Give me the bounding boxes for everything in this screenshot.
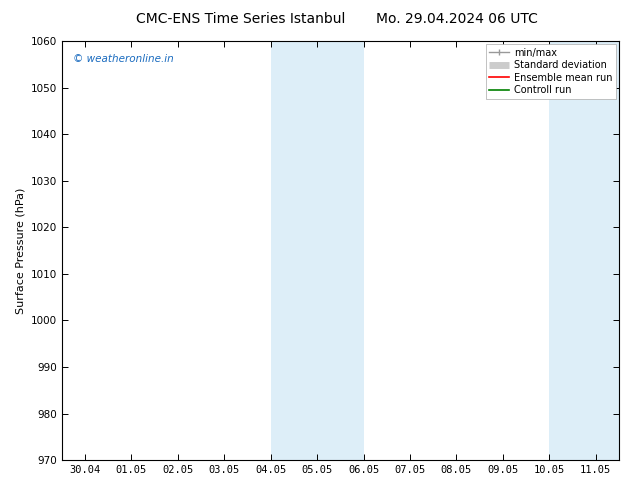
Bar [596, 41, 634, 460]
Text: CMC-ENS Time Series Istanbul: CMC-ENS Time Series Istanbul [136, 12, 346, 26]
Text: © weatheronline.in: © weatheronline.in [73, 53, 174, 64]
Bar [271, 41, 317, 460]
Y-axis label: Surface Pressure (hPa): Surface Pressure (hPa) [15, 187, 25, 314]
Text: Mo. 29.04.2024 06 UTC: Mo. 29.04.2024 06 UTC [375, 12, 538, 26]
Bar [549, 41, 596, 460]
Bar [317, 41, 363, 460]
Legend: min/max, Standard deviation, Ensemble mean run, Controll run: min/max, Standard deviation, Ensemble me… [486, 44, 616, 99]
